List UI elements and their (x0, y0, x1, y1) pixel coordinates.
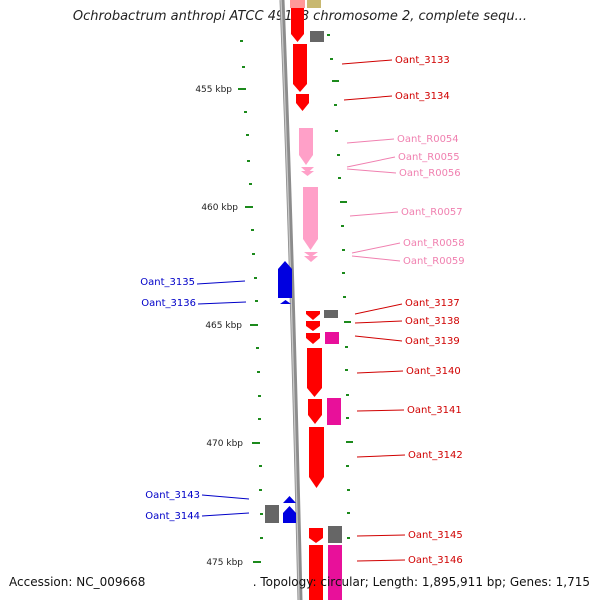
scale-ticks: 455 kbp 460 kbp 465 kbp 470 kbp 475 kbp (195, 85, 261, 568)
gap-feature (324, 310, 338, 318)
minor-ticks (240, 34, 353, 539)
gene-label: Oant_R0056 (399, 168, 461, 179)
gene-arrow-oant-3133 (293, 44, 307, 92)
topology-text: . Topology: circular; Length: 1,895,911 … (252, 575, 590, 589)
gene-labels: Oant_3133 Oant_3134 Oant_R0054 Oant_R005… (140, 55, 464, 566)
gene-label: Oant_3145 (408, 530, 463, 541)
trna-feature (327, 398, 341, 425)
gap-feature (328, 526, 342, 543)
gene-arrow-oant-3135 (278, 261, 292, 298)
rrna-arrow-oant-r0056 (301, 171, 314, 176)
gene-label: Oant_3143 (145, 490, 200, 501)
gene-arrow-oant-3143 (283, 496, 296, 503)
gene-feature-partial (307, 0, 321, 8)
gene-arrow-oant-3137 (306, 311, 320, 320)
tick-label: 460 kbp (201, 203, 238, 213)
gene-label: Oant_3135 (140, 277, 195, 288)
gene-label: Oant_3137 (405, 298, 460, 309)
trna-feature (328, 545, 342, 600)
forward-strand-genes (291, 8, 342, 600)
gene-label: Oant_3141 (407, 405, 462, 416)
tick-label: 475 kbp (206, 558, 243, 568)
gene-label: Oant_3136 (141, 298, 196, 309)
tick-mark (238, 88, 246, 90)
tick-label: 455 kbp (195, 85, 232, 95)
tick-mark (245, 206, 253, 208)
rrna-arrow-oant-r0059 (304, 256, 318, 262)
gene-arrow-oant-3145 (309, 528, 323, 543)
gene-arrow-oant-3146 (309, 545, 323, 600)
gene-label: Oant_3140 (406, 366, 461, 377)
gene-label: Oant_R0054 (397, 134, 459, 145)
gene-arrow-oant-3139 (306, 333, 320, 344)
tick-mark (252, 442, 260, 444)
rrna-arrow-oant-r0054 (299, 128, 313, 165)
gene-arrow-oant-3136 (280, 300, 291, 304)
gene-arrow-oant-3132 (291, 8, 304, 42)
gene-arrow-oant-3144 (283, 506, 296, 523)
gene-label: Oant_3133 (395, 55, 450, 66)
gene-arrow-oant-3140 (307, 348, 322, 397)
rrna-genes (299, 128, 318, 262)
tick-mark (253, 561, 261, 563)
reverse-strand-genes (265, 261, 296, 523)
rrna-arrow-oant-r0055 (301, 167, 314, 173)
gene-arrow-oant-3138 (306, 321, 320, 331)
gene-label: Oant_R0057 (401, 207, 463, 218)
gene-label: Oant_R0055 (398, 152, 460, 163)
tick-label: 465 kbp (205, 321, 242, 331)
gene-arrow-oant-3142 (309, 427, 324, 488)
gene-arrow-oant-3134 (296, 94, 309, 111)
tick-label: 470 kbp (206, 439, 243, 449)
gap-feature (310, 31, 324, 42)
trna-feature (325, 332, 339, 344)
gap-feature (265, 505, 279, 523)
gene-label: Oant_3146 (408, 555, 463, 566)
gene-label: Oant_3142 (408, 450, 463, 461)
rrna-arrow-oant-r0058 (304, 252, 318, 257)
gene-feature-partial (290, 0, 305, 8)
tick-mark (250, 324, 258, 326)
gene-arrow-oant-3141 (308, 399, 322, 424)
gene-label: Oant_3139 (405, 336, 460, 347)
gene-label: Oant_3138 (405, 316, 460, 327)
gene-label: Oant_3134 (395, 91, 450, 102)
accession-text: Accession: NC_009668 (9, 575, 146, 589)
rrna-arrow-oant-r0057 (303, 187, 318, 250)
gene-label: Oant_3144 (145, 511, 200, 522)
gene-label: Oant_R0058 (403, 238, 465, 249)
gene-label: Oant_R0059 (403, 256, 465, 267)
